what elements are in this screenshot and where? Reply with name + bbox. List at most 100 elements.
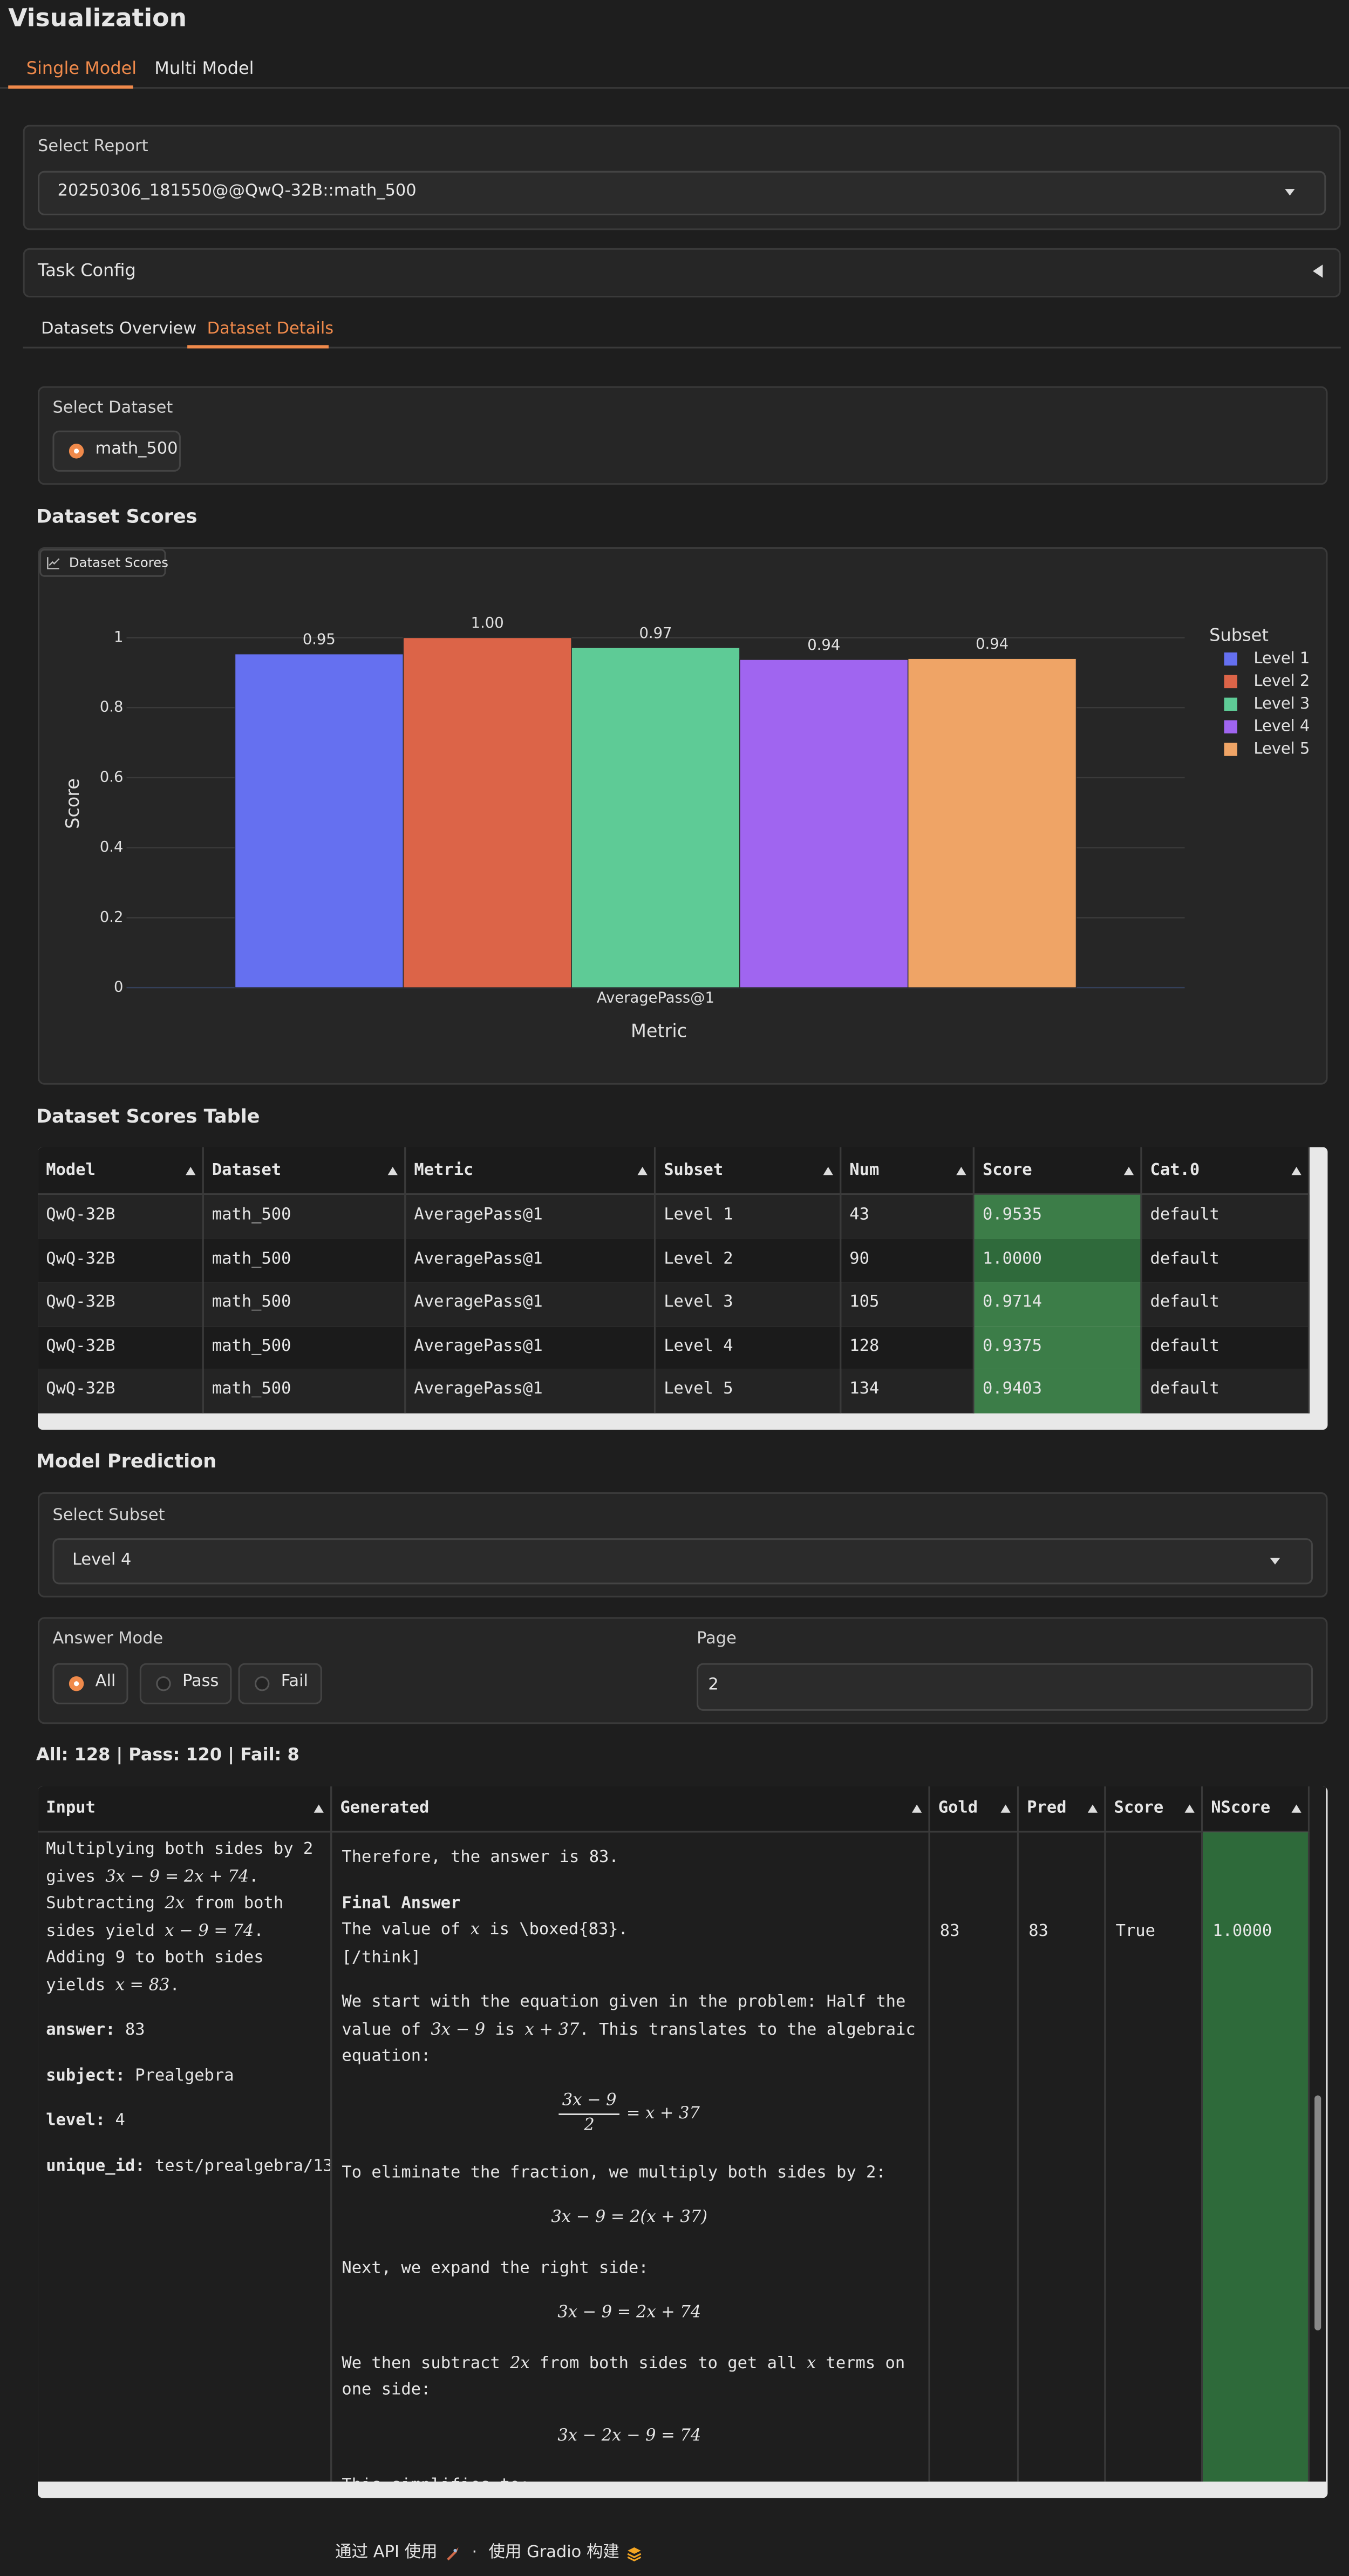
column-header[interactable]: Metric bbox=[406, 1147, 656, 1195]
input-field: answer: 83 bbox=[46, 2018, 325, 2045]
field-value: 83 bbox=[125, 2021, 145, 2040]
radio-option[interactable] bbox=[238, 1663, 322, 1704]
subtab-divider bbox=[23, 346, 1341, 349]
table-cell: 43 bbox=[841, 1194, 975, 1239]
equation-rest: = x + 37 bbox=[626, 2104, 700, 2123]
bar-value-label: 0.97 bbox=[639, 625, 672, 642]
scrollbar-thumb[interactable] bbox=[1314, 2095, 1321, 2330]
table-cell: 0.9403 bbox=[974, 1369, 1142, 1413]
field-value: test/prealgebra/1388.json bbox=[154, 2157, 332, 2176]
text: Multiplying both sides by 2 gives bbox=[46, 1840, 314, 1886]
column-header[interactable]: Score bbox=[974, 1147, 1142, 1195]
legend-label: Level 2 bbox=[1253, 671, 1310, 690]
column-header[interactable]: Gold bbox=[930, 1786, 1019, 1833]
text: To eliminate the fraction, we multiply b… bbox=[342, 2163, 886, 2182]
label: Select Subset bbox=[52, 1507, 165, 1525]
radio[interactable] bbox=[68, 443, 83, 458]
table-cell: QwQ-32B bbox=[38, 1326, 204, 1370]
radio[interactable] bbox=[68, 1675, 83, 1690]
table-column: Therefore, the answer is 83. Final Answer… bbox=[332, 1832, 930, 2482]
accordion[interactable] bbox=[23, 248, 1341, 298]
radio[interactable] bbox=[155, 1675, 171, 1690]
label: Page bbox=[697, 1630, 737, 1649]
page-title: Visualization bbox=[8, 3, 187, 33]
column-header[interactable]: Dataset bbox=[203, 1147, 406, 1195]
line: This simplifies to: bbox=[342, 2473, 917, 2482]
column-header[interactable]: Subset bbox=[655, 1147, 842, 1195]
column-header[interactable]: NScore bbox=[1202, 1786, 1310, 1833]
page-input[interactable] bbox=[697, 1663, 1313, 1711]
bar-value-label: 1.00 bbox=[471, 615, 504, 631]
heading: Final Answer bbox=[342, 1894, 461, 1912]
label: Select Dataset bbox=[52, 399, 173, 418]
sort-icon bbox=[1087, 1804, 1098, 1813]
y-tick-label: 0.4 bbox=[100, 839, 124, 855]
radio[interactable] bbox=[254, 1675, 269, 1690]
table-cell: Level 2 bbox=[655, 1238, 842, 1282]
subtab[interactable]: Datasets Overview bbox=[41, 320, 197, 339]
tab-divider bbox=[0, 87, 1349, 89]
column-header[interactable]: Score bbox=[1106, 1786, 1203, 1833]
column-header[interactable]: Input bbox=[38, 1786, 332, 1833]
display-equation: 3x − 9 = 2(x + 37) bbox=[551, 2208, 708, 2227]
dropdown[interactable] bbox=[38, 171, 1326, 215]
math: x − 9 = 74 bbox=[165, 1922, 254, 1940]
field-value: 4 bbox=[115, 2111, 125, 2130]
table-cell: Level 3 bbox=[655, 1282, 842, 1326]
table-cell: Level 1 bbox=[655, 1194, 842, 1239]
input-field: unique_id: test/prealgebra/1388.json bbox=[46, 2154, 330, 2181]
y-tick-label: 1 bbox=[114, 629, 123, 645]
radio-option[interactable] bbox=[52, 430, 181, 472]
text: This simplifies to: bbox=[342, 2477, 529, 2482]
radio-option[interactable] bbox=[139, 1663, 232, 1704]
bar-value-label: 0.94 bbox=[976, 636, 1009, 653]
bar bbox=[571, 647, 740, 988]
bar-value-label: 0.95 bbox=[303, 631, 336, 648]
footer-link[interactable]: 使用 Gradio 构建 bbox=[488, 2544, 619, 2563]
column-header[interactable]: Cat.0 bbox=[1142, 1147, 1310, 1195]
line: To eliminate the fraction, we multiply b… bbox=[342, 2160, 917, 2187]
text: from both sides yield bbox=[46, 1894, 284, 1940]
footer-link[interactable]: 通过 API 使用 bbox=[335, 2544, 438, 2563]
label: Answer Mode bbox=[52, 1630, 163, 1649]
table-cell: default bbox=[1142, 1369, 1310, 1413]
column-header[interactable]: Num bbox=[841, 1147, 975, 1195]
table-column: True bbox=[1106, 1832, 1203, 2482]
gradio-icon bbox=[627, 2547, 642, 2561]
math: 3x − 9 = 2x + 74 bbox=[105, 1867, 249, 1886]
label: Select Report bbox=[38, 138, 148, 157]
tab[interactable]: Single Model bbox=[26, 59, 137, 79]
table-cell: 90 bbox=[841, 1238, 975, 1282]
bar bbox=[739, 659, 909, 988]
sort-icon bbox=[1000, 1804, 1011, 1813]
dropdown[interactable] bbox=[52, 1538, 1313, 1585]
line: Therefore, the answer is 83. bbox=[342, 1846, 917, 1873]
field-key: subject: bbox=[46, 2067, 125, 2085]
legend-label: Level 3 bbox=[1253, 694, 1310, 712]
radio-option[interactable] bbox=[52, 1663, 128, 1704]
chart-icon bbox=[47, 557, 60, 569]
column-header[interactable]: Pred bbox=[1018, 1786, 1106, 1833]
page-value: 2 bbox=[708, 1676, 719, 1695]
tab[interactable]: Multi Model bbox=[154, 59, 254, 79]
text: We then subtract bbox=[342, 2354, 510, 2373]
table-column: 1.0000 bbox=[1202, 1832, 1310, 2482]
text: . bbox=[169, 1976, 180, 1995]
text: from both sides to get all bbox=[529, 2354, 807, 2373]
math: 2x bbox=[165, 1894, 185, 1913]
field-value: Prealgebra bbox=[135, 2067, 234, 2085]
generated-cell: Therefore, the answer is 83. Final Answer… bbox=[342, 1846, 917, 2482]
math: 3x − 9 bbox=[431, 2020, 486, 2039]
text: . This translates to the algebraic equat… bbox=[342, 2020, 916, 2066]
header-rule bbox=[38, 1831, 1310, 1833]
numerator: 3x − 9 bbox=[558, 2090, 620, 2115]
radio-label: All bbox=[95, 1673, 116, 1691]
column-header[interactable]: Generated bbox=[332, 1786, 930, 1833]
paragraph: We start with the equation given in the … bbox=[342, 1990, 917, 2072]
line: The value of x is \boxed{83}. bbox=[342, 1918, 917, 1945]
column-header[interactable]: Model bbox=[38, 1147, 204, 1195]
text: is bbox=[485, 2020, 525, 2039]
header-rule bbox=[38, 1193, 1310, 1195]
subtab[interactable]: Dataset Details bbox=[207, 320, 334, 339]
text: [/think] bbox=[342, 1948, 421, 1967]
